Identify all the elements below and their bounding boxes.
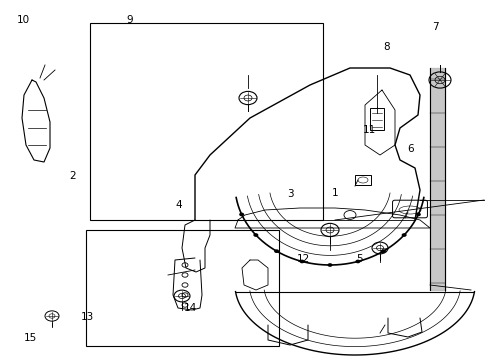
Circle shape <box>299 260 304 263</box>
Text: 2: 2 <box>69 171 76 181</box>
Bar <box>369 108 383 130</box>
Text: 13: 13 <box>80 312 94 322</box>
Bar <box>354 175 370 185</box>
Circle shape <box>253 233 258 237</box>
Bar <box>90 23 322 220</box>
Text: 14: 14 <box>183 303 197 313</box>
Text: 7: 7 <box>431 22 438 32</box>
Circle shape <box>327 263 332 267</box>
Text: 4: 4 <box>175 200 182 210</box>
Circle shape <box>380 249 385 253</box>
Text: 3: 3 <box>287 189 294 199</box>
Circle shape <box>355 260 360 263</box>
Text: 10: 10 <box>17 15 30 25</box>
Text: 8: 8 <box>382 42 389 52</box>
Text: 6: 6 <box>407 144 413 154</box>
Circle shape <box>401 233 406 237</box>
Circle shape <box>415 213 420 216</box>
Text: 11: 11 <box>362 125 375 135</box>
Circle shape <box>239 213 244 216</box>
Text: 12: 12 <box>296 254 309 264</box>
Text: 1: 1 <box>331 188 338 198</box>
Text: 15: 15 <box>23 333 37 343</box>
Bar <box>85 230 278 346</box>
Text: 9: 9 <box>126 15 133 25</box>
Text: 5: 5 <box>355 254 362 264</box>
Circle shape <box>274 249 279 253</box>
